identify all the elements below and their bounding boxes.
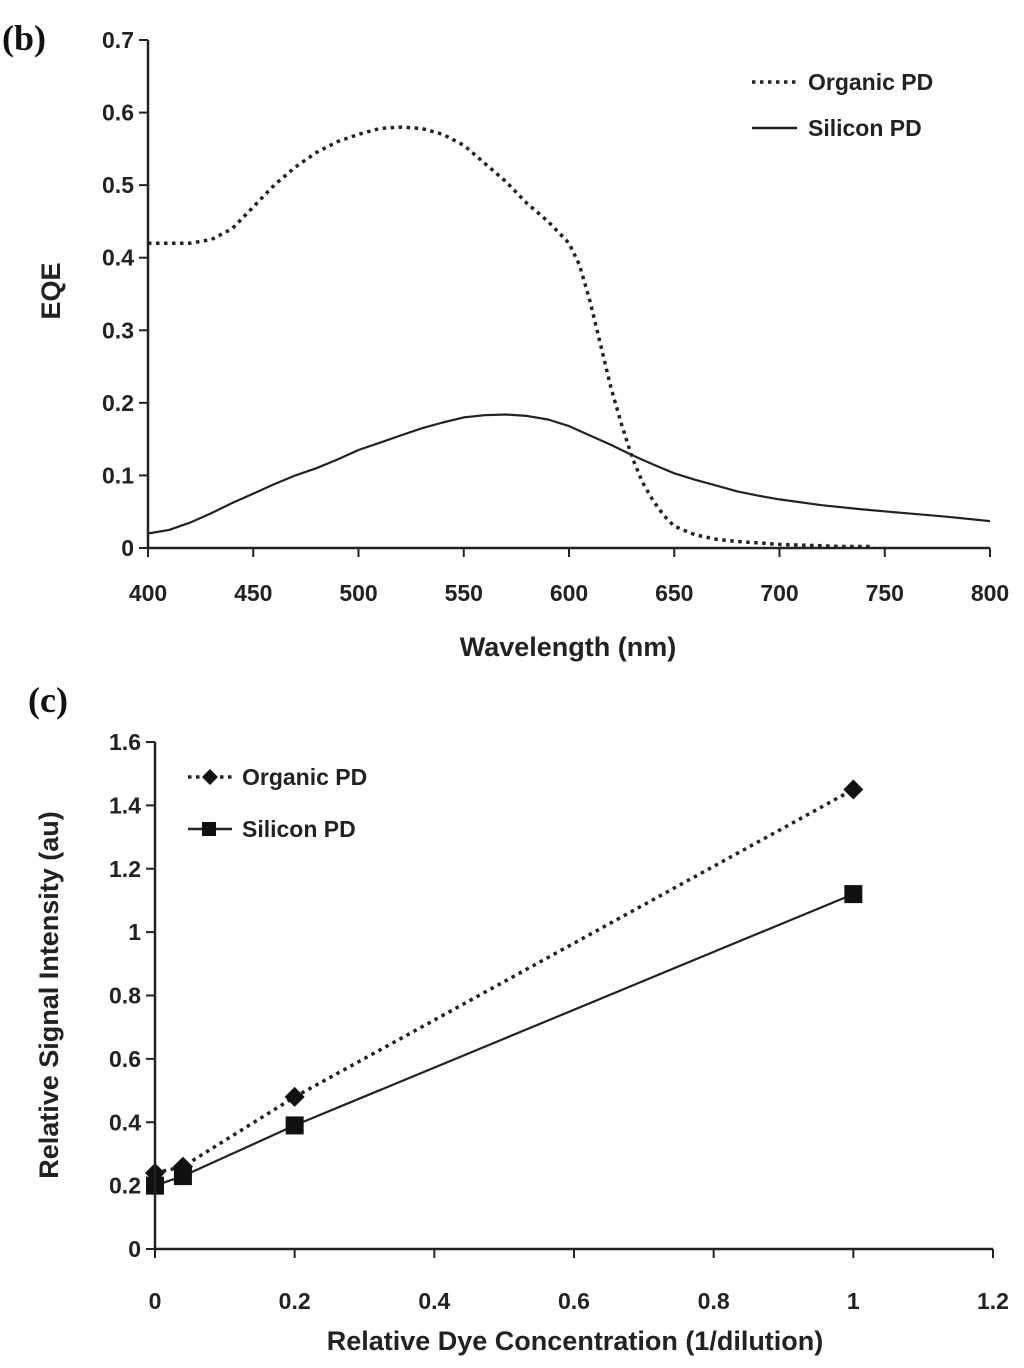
y-tick-label-c: 0.2 [109, 1173, 141, 1199]
data-point-diamond-c [284, 1086, 305, 1107]
series-line-silicon-pd-b [147, 413, 991, 535]
legend-c: Organic PD Silicon PD [188, 764, 367, 842]
y-tick-label-b: 0.6 [102, 100, 134, 126]
x-tick-label-c: 1 [847, 1288, 860, 1314]
legend-marker-square-c [202, 822, 216, 836]
x-tick-label-b: 550 [445, 580, 483, 606]
y-tick-label-c: 0.4 [109, 1109, 141, 1135]
x-tick-label-b: 750 [866, 580, 904, 606]
y-tick-label-b: 0.3 [102, 317, 134, 343]
y-tick-label-c: 0.6 [109, 1046, 141, 1072]
x-tick-label-b: 800 [971, 580, 1009, 606]
x-tick-label-c: 0.8 [698, 1288, 730, 1314]
legend-label-organic-b: Organic PD [808, 69, 933, 95]
legend-label-silicon-c: Silicon PD [242, 816, 356, 842]
x-axis-title-c: Relative Dye Concentration (1/dilution) [327, 1326, 824, 1356]
legend-label-silicon-b: Silicon PD [808, 115, 922, 141]
series-line-organic-pd-c [154, 787, 855, 1175]
data-point-diamond-c [843, 779, 864, 800]
x-tick-label-b: 500 [339, 580, 377, 606]
x-tick-label-b: 450 [234, 580, 272, 606]
x-tick-label-b: 600 [550, 580, 588, 606]
x-tick-label-c: 0.4 [418, 1288, 450, 1314]
chart-eqe-vs-wavelength: (b) 400 450 500 550 600 650 700 750 800 0 0.1 0.2 0.… [2, 18, 1009, 662]
y-tick-label-b: 0 [121, 535, 134, 561]
y-axis-title-c: Relative Signal Intensity (au) [34, 811, 64, 1179]
x-tick-label-b: 700 [760, 580, 798, 606]
y-tick-label-b: 0.4 [102, 245, 134, 271]
panel-label-b: (b) [2, 18, 46, 58]
series-line-silicon-pd-c [154, 893, 854, 1187]
x-tick-label-b: 650 [655, 580, 693, 606]
panel-label-c: (c) [28, 680, 68, 720]
x-tick-label-c: 0.6 [558, 1288, 590, 1314]
y-tick-label-b: 0.5 [102, 172, 134, 198]
legend-label-organic-c: Organic PD [242, 764, 367, 790]
data-point-square-c [173, 1167, 192, 1186]
x-tick-label-c: 0 [149, 1288, 162, 1314]
x-tick-label-b: 400 [129, 580, 167, 606]
x-tick-label-c: 1.2 [977, 1288, 1009, 1314]
y-tick-label-c: 1.4 [109, 792, 141, 818]
data-point-square-c [285, 1116, 304, 1135]
y-tick-label-c: 0.8 [109, 983, 141, 1009]
y-tick-label-b: 0.1 [102, 462, 134, 488]
x-axis-title-b: Wavelength (nm) [460, 632, 677, 662]
data-point-square-c [844, 885, 863, 904]
y-tick-label-b: 0.7 [102, 27, 134, 53]
y-axis-title-b: EQE [36, 262, 66, 319]
x-tick-label-c: 0.2 [279, 1288, 311, 1314]
legend-marker-diamond-c [202, 769, 218, 785]
legend-b: Organic PD Silicon PD [752, 69, 933, 141]
y-tick-label-b: 0.2 [102, 390, 134, 416]
y-tick-label-c: 1.6 [109, 729, 141, 755]
series-line-organic-pd-b [148, 125, 875, 549]
chart-signal-vs-concentration: (c) 0 0.2 0.4 0.6 0.8 1 1.2 0 0.2 0.4 0.6 0.8 1 1.2 1.… [28, 680, 1009, 1356]
y-tick-label-c: 1 [128, 919, 141, 945]
y-tick-label-c: 1.2 [109, 856, 141, 882]
y-tick-label-c: 0 [128, 1236, 141, 1262]
